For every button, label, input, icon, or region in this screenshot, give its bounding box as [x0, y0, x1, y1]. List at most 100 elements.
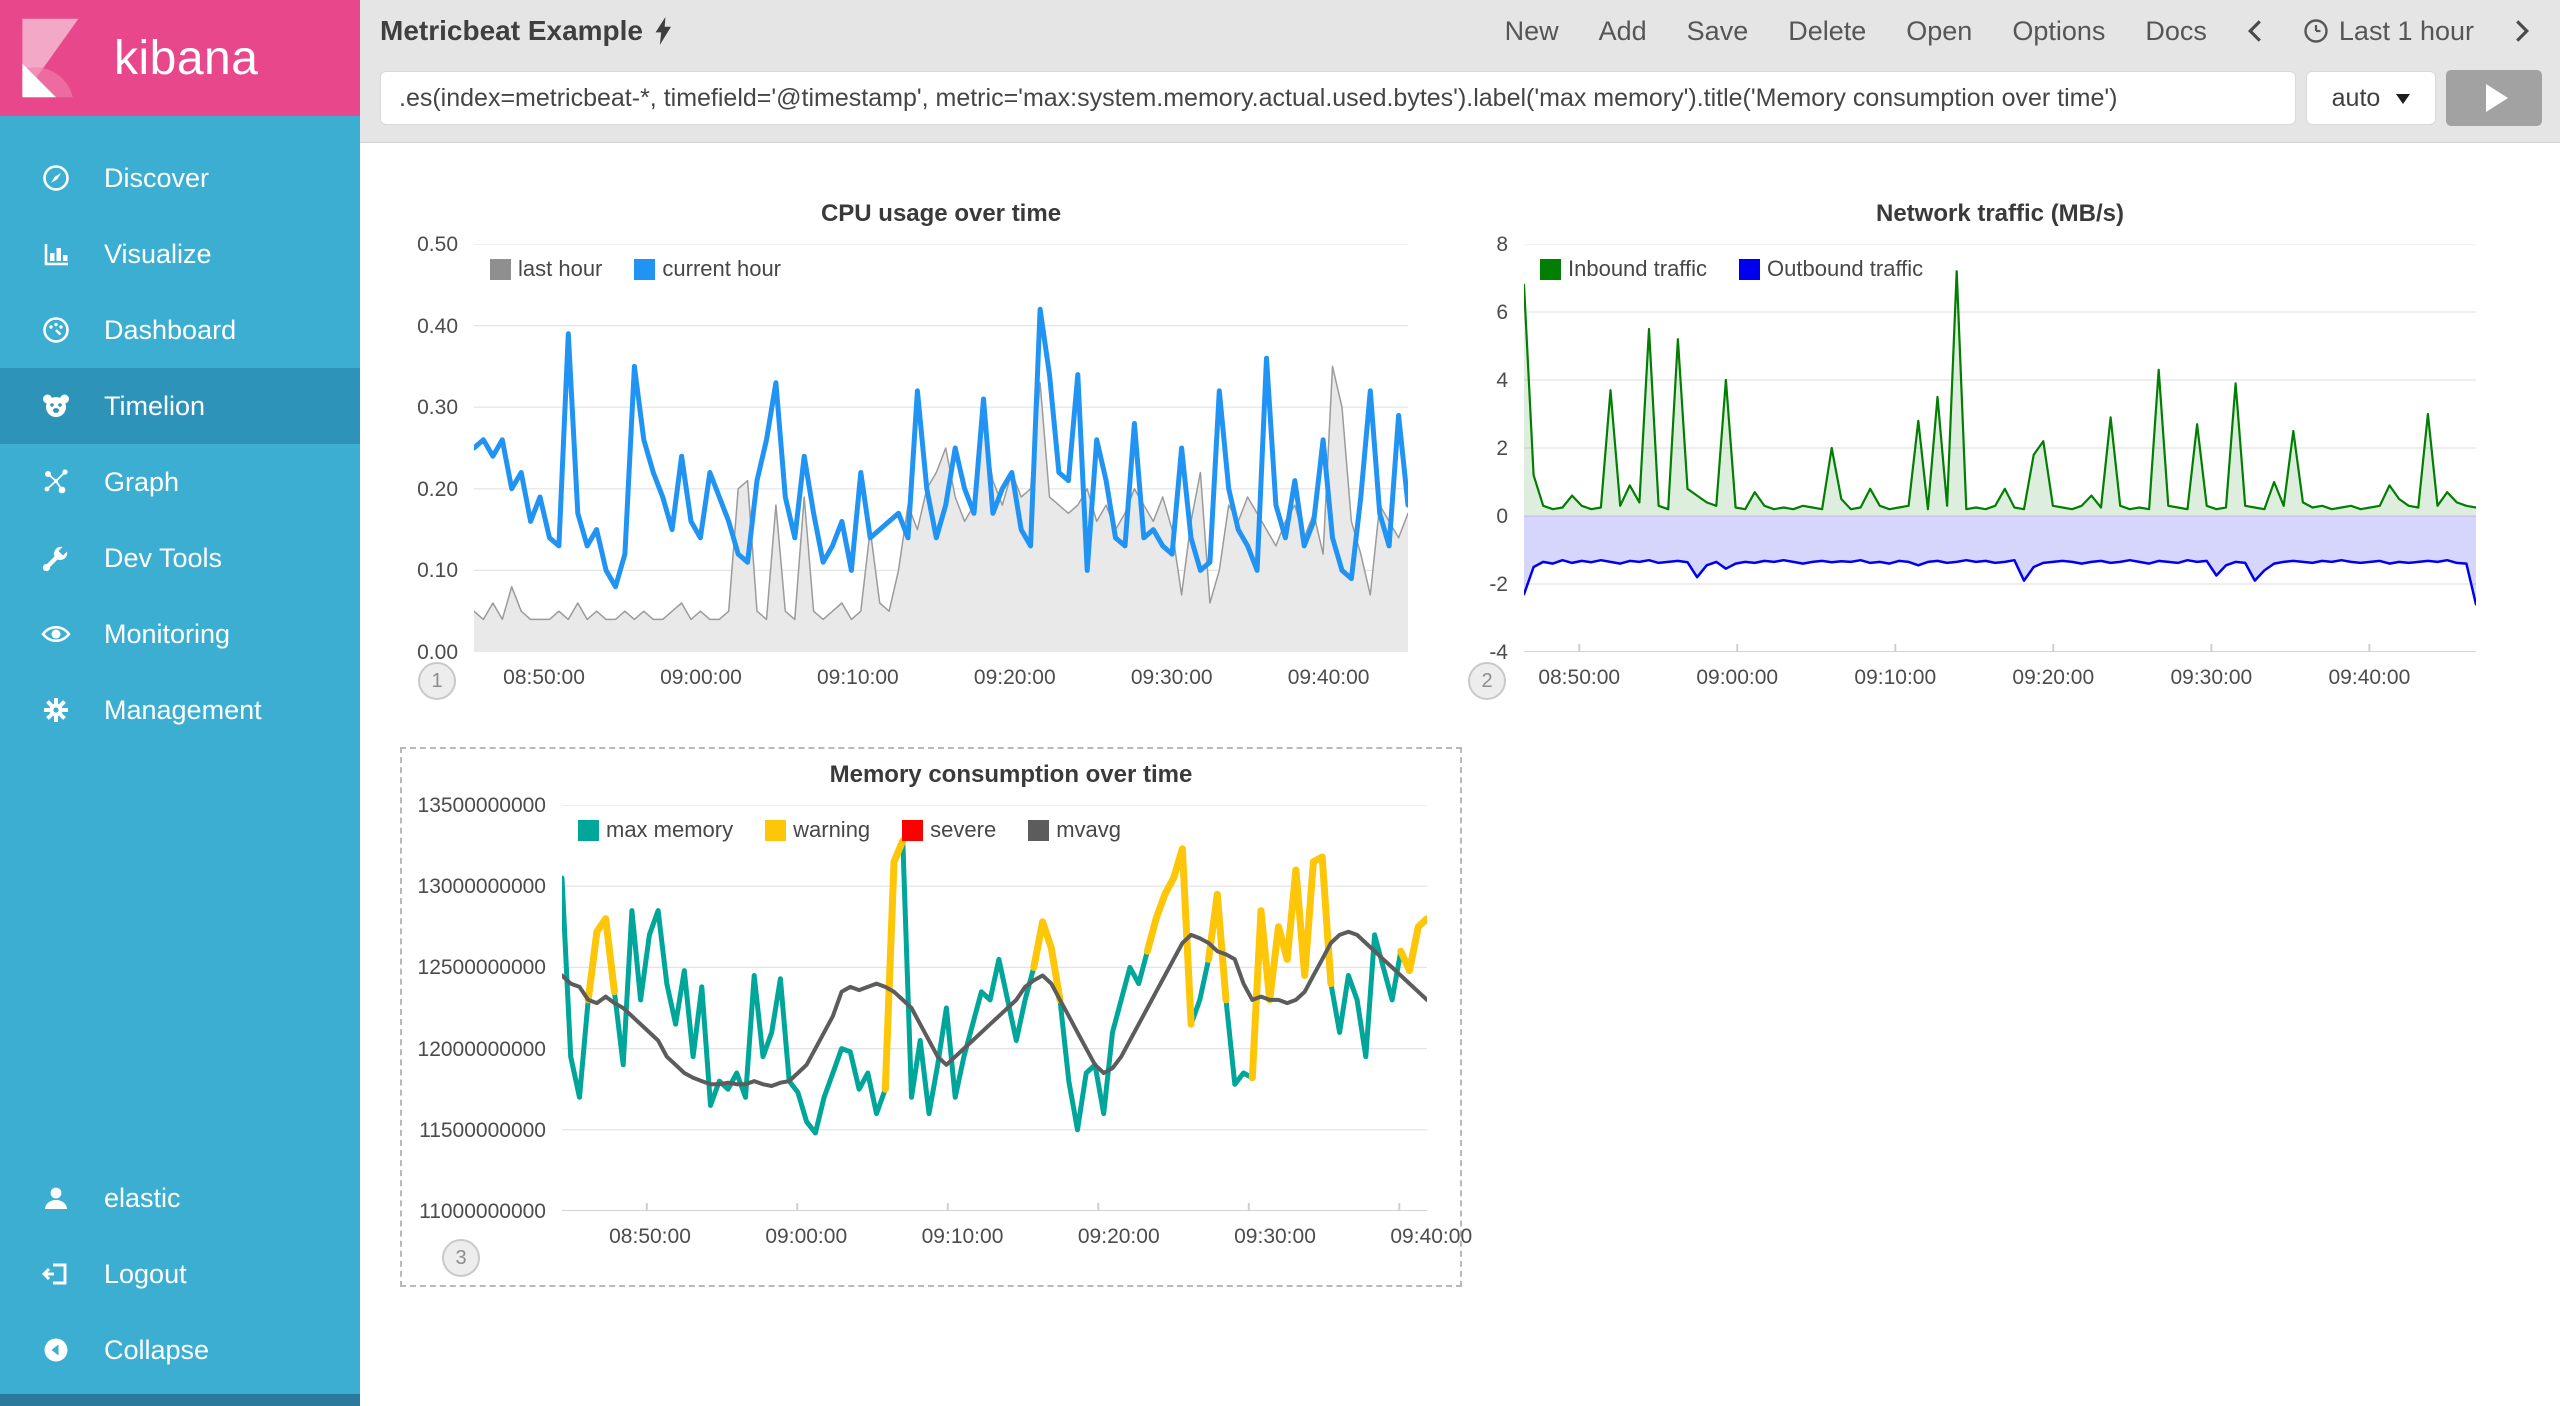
x-axis-label: 09:30:00: [1130, 666, 1213, 689]
y-axis-label: 2: [1496, 437, 1508, 460]
legend-swatch: [490, 258, 511, 280]
sidebar-item-label: elastic: [104, 1182, 181, 1213]
chart-legend: Inbound traffic Outbound traffic: [1540, 256, 1923, 282]
sidebar-item-elastic-user[interactable]: elastic: [0, 1160, 360, 1236]
sidebar-item-discover[interactable]: Discover: [0, 140, 360, 216]
user-icon: [45, 1187, 67, 1209]
sidebar-bottom-strip: [0, 1394, 360, 1406]
sidebar-item-label: Timelion: [104, 390, 206, 421]
wrench-icon: [42, 546, 68, 572]
sidebar-item-label: Management: [104, 694, 262, 725]
x-axis-label: 09:10:00: [921, 1225, 1004, 1248]
legend-swatch: [1028, 819, 1050, 841]
x-axis-label: 09:20:00: [973, 666, 1056, 689]
sidebar-item-monitoring[interactable]: Monitoring: [0, 596, 360, 672]
plot-area[interactable]: max memory warning severe mvavg: [562, 805, 1427, 1211]
run-query-button[interactable]: [2446, 70, 2542, 126]
sidebar-item-label: Discover: [104, 162, 210, 193]
chart-number-badge: 1: [418, 662, 456, 700]
x-axis-label: 08:50:00: [1538, 666, 1621, 689]
logout-icon: [41, 1263, 67, 1285]
sidebar-item-label: Visualize: [104, 238, 212, 269]
x-axis-label: 08:50:00: [609, 1225, 691, 1248]
y-axis-label: 0.30: [417, 396, 458, 420]
compass-icon: [43, 165, 69, 191]
chevron-left-icon[interactable]: [2247, 19, 2263, 43]
time-range-label: Last 1 hour: [2338, 15, 2474, 46]
sidebar-item-visualize[interactable]: Visualize: [0, 216, 360, 292]
add-button[interactable]: Add: [1598, 15, 1647, 46]
chart-cpu-usage[interactable]: CPU usage over time 0.50 0.40 0.30 0.20 0.10…: [384, 200, 1408, 700]
x-axis-label: 09:40:00: [1287, 666, 1370, 689]
chart-title: Network traffic (MB/s): [1875, 200, 2125, 227]
sidebar-item-label: Monitoring: [104, 618, 231, 649]
y-axis-label: 12000000000: [417, 1037, 546, 1061]
y-axis-label: 0.50: [417, 233, 458, 256]
chevron-down-icon: [2396, 94, 2411, 111]
chart-memory-consumption-selected[interactable]: Memory consumption over time 13500000000…: [400, 747, 1472, 1287]
y-axis-label: 12500000000: [417, 956, 546, 980]
legend-item: last hour: [490, 256, 602, 282]
x-axis-label: 09:00:00: [660, 666, 742, 689]
docs-button[interactable]: Docs: [2145, 15, 2207, 46]
x-axis-label: 09:00:00: [765, 1225, 848, 1248]
plot-area[interactable]: Inbound traffic Outbound traffic: [1524, 244, 2476, 652]
gear-icon: [44, 698, 68, 722]
x-axis-label: 09:30:00: [1234, 1225, 1316, 1248]
sidebar-item-logout[interactable]: Logout: [0, 1236, 360, 1312]
y-axis-label: 0.40: [417, 314, 458, 338]
legend-swatch: [1739, 258, 1761, 280]
timelion-query-input[interactable]: .es(index=metricbeat-*, timefield='@time…: [380, 71, 2296, 125]
chart-body: 13500000000 13000000000 12500000000 1200000…: [402, 794, 1460, 1223]
clock-icon: [2304, 19, 2328, 43]
new-button[interactable]: New: [1504, 15, 1559, 46]
chart-body: 0.50 0.40 0.30 0.20 0.10 0.00 last hour curren…: [384, 233, 1408, 664]
open-button[interactable]: Open: [1906, 15, 1973, 46]
sidebar-item-timelion[interactable]: Timelion: [0, 368, 360, 444]
interval-select[interactable]: auto: [2306, 71, 2436, 125]
page-title: Metricbeat Example: [380, 15, 643, 46]
legend-swatch: [1540, 258, 1561, 280]
save-button[interactable]: Save: [1686, 15, 1749, 46]
chart-network-traffic[interactable]: Network traffic (MB/s) 8 6 4 2 0 -2 -4 Inbound…: [1434, 200, 2476, 700]
lightning-bolt-icon: [655, 17, 671, 45]
plot-area[interactable]: last hour current hour: [474, 244, 1408, 652]
x-axis: 08:50:00 09:00:00 09:10:00 09:20:00 09:30:00…: [562, 1211, 1472, 1259]
main-area: Metricbeat Example New Add Save Delete O…: [360, 0, 2560, 1406]
kibana-logo[interactable]: kibana: [0, 0, 360, 116]
sidebar-item-collapse[interactable]: Collapse: [0, 1312, 360, 1388]
sidebar: kibana Discover Visualize Dashboard Time…: [0, 0, 360, 1406]
y-axis-label: -2: [1489, 573, 1508, 596]
legend-item: mvavg: [1028, 817, 1121, 843]
sidebar-item-dev-tools[interactable]: Dev Tools: [0, 520, 360, 596]
y-axis-label: 11500000000: [419, 1118, 546, 1142]
sidebar-item-label: Logout: [104, 1258, 187, 1289]
legend-item: severe: [902, 817, 996, 843]
collapse-circle-icon: [44, 1338, 68, 1362]
legend-item: Outbound traffic: [1739, 256, 1923, 282]
y-axis-label: 11000000000: [419, 1200, 546, 1223]
y-axis-label: 0.10: [417, 559, 458, 583]
legend-swatch: [902, 819, 924, 841]
x-axis-label: 09:20:00: [1077, 1225, 1160, 1248]
x-axis-label: 09:40:00: [2328, 666, 2411, 689]
y-axis: 0.50 0.40 0.30 0.20 0.10 0.00: [384, 233, 474, 664]
legend-swatch: [634, 258, 656, 280]
sidebar-item-graph[interactable]: Graph: [0, 444, 360, 520]
sidebar-footer: elastic Logout Collapse: [0, 1160, 360, 1394]
time-range-picker[interactable]: Last 1 hour: [2303, 16, 2474, 47]
chevron-right-icon[interactable]: [2514, 19, 2530, 43]
sidebar-item-dashboard[interactable]: Dashboard: [0, 292, 360, 368]
chart-body: 8 6 4 2 0 -2 -4 Inbound traffic Outbound traffi…: [1434, 233, 2476, 664]
plot-svg: [562, 805, 1427, 1211]
y-axis-label: 6: [1496, 301, 1508, 324]
plot-svg: [1524, 244, 2476, 652]
y-axis-label: 4: [1496, 369, 1508, 392]
sidebar-item-management[interactable]: Management: [0, 672, 360, 748]
y-axis: 8 6 4 2 0 -2 -4: [1434, 233, 1524, 664]
chart-legend: last hour current hour: [490, 256, 781, 282]
delete-button[interactable]: Delete: [1788, 15, 1867, 46]
toolbar-menu: New Add Save Delete Open Options Docs La…: [1505, 16, 2530, 47]
options-button[interactable]: Options: [2012, 15, 2106, 46]
